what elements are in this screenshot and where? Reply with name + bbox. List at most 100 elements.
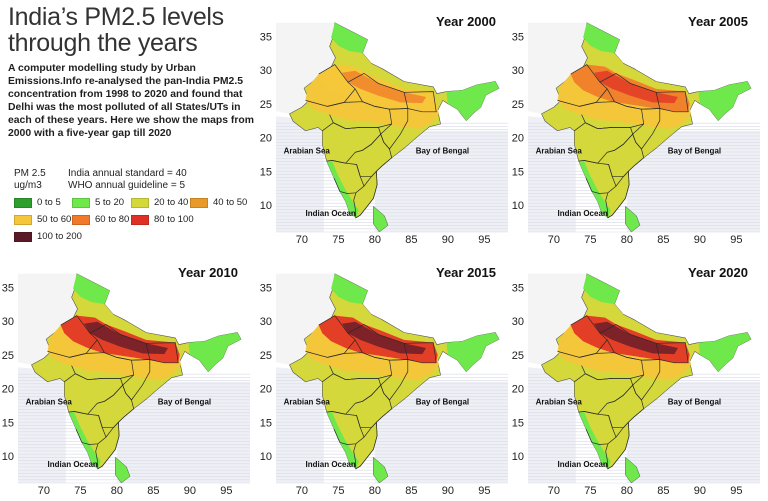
legend-item: 100 to 200 <box>14 231 82 242</box>
northeast-zone <box>698 332 751 372</box>
x-tick-label: 85 <box>147 485 159 497</box>
legend-swatch <box>190 197 208 208</box>
sri-lanka <box>373 456 389 484</box>
y-tick-label: 15 <box>2 417 14 429</box>
map-layer <box>276 22 508 233</box>
arabian-sea-label: Arabian Sea <box>26 398 73 407</box>
state-border <box>355 133 393 178</box>
legend-label: 50 to 60 <box>37 214 72 225</box>
y-tick-label: 25 <box>260 99 272 111</box>
x-tick-label: 95 <box>478 234 490 246</box>
legend-label: 20 to 40 <box>154 197 189 208</box>
legend-swatch <box>14 231 32 242</box>
legend-item: 20 to 40 <box>131 197 188 208</box>
x-tick-label: 75 <box>332 234 344 246</box>
y-tick-label: 35 <box>512 31 524 43</box>
y-tick-label: 30 <box>260 65 272 77</box>
y-tick-label: 35 <box>512 282 524 294</box>
map-year-title: Year 2005 <box>688 14 748 29</box>
y-tick-label: 20 <box>260 133 272 145</box>
y-tick-label: 30 <box>2 316 14 328</box>
state-border <box>95 421 120 470</box>
map-layer <box>276 273 508 484</box>
sea-area <box>116 381 250 483</box>
state-border <box>353 421 378 470</box>
sri-lanka <box>625 456 641 484</box>
bay-of-bengal-label: Bay of Bengal <box>668 147 721 156</box>
intro-panel: India’s PM2.5 levels through the years A… <box>8 4 258 254</box>
x-tick-label: 90 <box>694 485 706 497</box>
legend-label: 40 to 50 <box>213 197 248 208</box>
sea-area <box>626 381 760 483</box>
map-year-title: Year 2010 <box>178 265 238 280</box>
bay-of-bengal-label: Bay of Bengal <box>416 147 469 156</box>
x-tick-label: 95 <box>730 234 742 246</box>
indian-ocean-label: Indian Ocean <box>306 460 356 469</box>
intro-description: A computer modelling study by Urban Emis… <box>8 63 255 139</box>
x-tick-label: 85 <box>657 485 669 497</box>
y-tick-label: 35 <box>2 282 14 294</box>
y-tick-label: 15 <box>512 417 524 429</box>
map-layer <box>18 273 250 484</box>
x-tick-label: 80 <box>111 485 123 497</box>
legend-swatch <box>72 214 90 225</box>
state-border <box>404 91 437 113</box>
kashmir-zone <box>583 273 620 305</box>
indian-ocean-label: Indian Ocean <box>48 460 98 469</box>
legend-item: 40 to 50 <box>190 197 247 208</box>
neighbour-land <box>276 22 336 114</box>
x-tick-label: 70 <box>548 234 560 246</box>
western-ghats-zone <box>578 160 611 218</box>
y-tick-label: 15 <box>512 166 524 178</box>
x-tick-label: 75 <box>584 485 596 497</box>
himalaya-zone <box>347 51 372 68</box>
map-panel-2015: Arabian Sea Bay of Bengal Indian Ocean 70 75… <box>258 251 508 501</box>
state-border <box>605 421 630 470</box>
x-tick-label: 90 <box>694 234 706 246</box>
himalaya-zone <box>89 302 114 319</box>
x-tick-label: 75 <box>332 485 344 497</box>
legend-item: 60 to 80 <box>72 214 129 225</box>
legend-label: 5 to 20 <box>95 197 125 208</box>
x-tick-label: 70 <box>296 485 308 497</box>
y-tick-label: 25 <box>2 350 14 362</box>
map-panel-2000: Arabian Sea Bay of Bengal Indian Ocean 70 75… <box>258 0 508 250</box>
y-tick-label: 10 <box>260 451 272 463</box>
state-border <box>607 133 645 178</box>
y-tick-label: 35 <box>260 31 272 43</box>
x-tick-label: 80 <box>621 485 633 497</box>
map-layer <box>528 22 760 233</box>
legend-item: 5 to 20 <box>72 197 124 208</box>
x-tick-label: 95 <box>478 485 490 497</box>
map-year-title: Year 2000 <box>436 14 496 29</box>
legend: 0 to 5 5 to 20 20 to 40 40 to 50 50 to 60 60 … <box>14 197 254 249</box>
y-tick-label: 35 <box>260 282 272 294</box>
x-tick-label: 70 <box>38 485 50 497</box>
y-tick-label: 20 <box>2 384 14 396</box>
western-ghats-zone <box>68 411 101 469</box>
himalaya-zone <box>599 302 624 319</box>
sri-lanka <box>373 205 389 233</box>
y-tick-label: 10 <box>512 451 524 463</box>
legend-swatch <box>131 197 149 208</box>
northeast-zone <box>446 81 499 121</box>
x-tick-label: 70 <box>548 485 560 497</box>
state-border <box>146 342 179 364</box>
neighbour-land <box>528 22 588 114</box>
x-tick-label: 75 <box>584 234 596 246</box>
x-tick-label: 80 <box>621 234 633 246</box>
arabian-sea-label: Arabian Sea <box>536 147 583 156</box>
x-tick-label: 80 <box>369 234 381 246</box>
state-border <box>605 170 630 219</box>
legend-unit: PM 2.5 ug/m3 <box>14 168 46 191</box>
x-tick-label: 70 <box>296 234 308 246</box>
bay-of-bengal-label: Bay of Bengal <box>416 398 469 407</box>
x-tick-label: 90 <box>184 485 196 497</box>
legend-swatch <box>72 197 90 208</box>
map-panel-2005: Arabian Sea Bay of Bengal Indian Ocean 70 75… <box>510 0 760 250</box>
legend-swatch <box>14 197 32 208</box>
y-tick-label: 20 <box>512 133 524 145</box>
arabian-sea-label: Arabian Sea <box>284 398 331 407</box>
legend-item: 0 to 5 <box>14 197 61 208</box>
legend-label: 60 to 80 <box>95 214 130 225</box>
